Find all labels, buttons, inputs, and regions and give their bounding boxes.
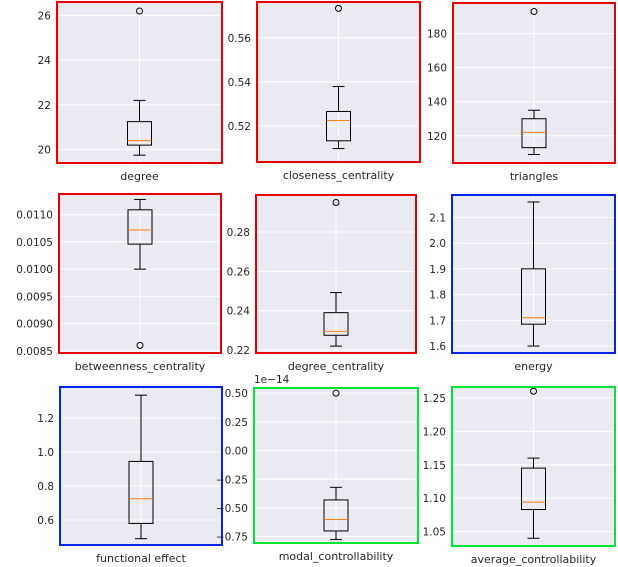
subplot-degree_centrality: 0.22 0.24 0.26 0.28 degree_centrality bbox=[227, 194, 417, 373]
x-axis-label: closeness_centrality bbox=[283, 169, 395, 182]
y-tick-label: 0.52 bbox=[228, 121, 251, 133]
x-axis-label: degree_centrality bbox=[288, 360, 385, 373]
subplot-frame bbox=[255, 194, 417, 354]
y-tick-label: 160 bbox=[427, 63, 447, 75]
outlier-point bbox=[332, 389, 340, 397]
subplot-frame bbox=[253, 387, 419, 544]
y-tick-label: 180 bbox=[427, 29, 447, 41]
y-tick-label: −0.50 bbox=[216, 503, 248, 515]
y-tick-label: 1.25 bbox=[423, 393, 446, 405]
y-tick-label: 0.00 bbox=[225, 446, 248, 458]
subplot-functional_effect: 0.6 0.8 1.0 1.2 functional effect bbox=[37, 386, 223, 565]
x-axis-label: average_controllability bbox=[471, 553, 597, 566]
subplot-betweenness_centrality: 0.0085 0.0090 0.0095 0.0100 0.0105 0.0110 betw… bbox=[16, 193, 222, 373]
y-tick-label: 0.28 bbox=[227, 227, 250, 239]
subplot-modal_controllability: −0.75 −0.50 −0.25 0.00 0.25 0.50 modal_control… bbox=[216, 374, 419, 563]
x-axis-label: triangles bbox=[510, 170, 558, 183]
y-tick-label: 0.0090 bbox=[16, 319, 53, 331]
subplot-frame bbox=[451, 386, 616, 547]
x-axis-label: betweenness_centrality bbox=[75, 360, 206, 373]
subplot-degree: 20 22 24 26 degree bbox=[38, 1, 223, 183]
y-tick-label: 120 bbox=[427, 131, 447, 143]
y-tick-label: 0.56 bbox=[228, 33, 252, 45]
subplot-frame bbox=[59, 386, 223, 546]
iqr-box bbox=[127, 121, 152, 146]
subplot-frame bbox=[56, 1, 223, 164]
y-tick-label: 1.10 bbox=[423, 493, 446, 505]
iqr-box bbox=[521, 118, 547, 149]
subplot-frame bbox=[451, 194, 616, 354]
x-axis-label: degree bbox=[120, 170, 159, 183]
subplot-triangles: 120 140 160 180 triangles bbox=[427, 2, 616, 183]
iqr-box bbox=[323, 312, 349, 336]
y-tick-label: 26 bbox=[38, 10, 52, 22]
y-tick-label: 140 bbox=[427, 97, 447, 109]
y-tick-label: 1.0 bbox=[37, 447, 54, 459]
x-axis-label: functional effect bbox=[96, 552, 186, 565]
iqr-box bbox=[326, 110, 351, 142]
outlier-point bbox=[136, 341, 144, 349]
subplot-frame bbox=[452, 2, 616, 164]
subplot-frame bbox=[58, 193, 222, 354]
y-tick-label: 22 bbox=[38, 100, 51, 112]
y-tick-label: 0.0095 bbox=[16, 291, 53, 303]
y-tick-label: 1.20 bbox=[423, 426, 446, 438]
y-tick-label: 0.22 bbox=[227, 345, 250, 357]
y-tick-label: 1.9 bbox=[429, 264, 446, 276]
subplot-closeness_centrality: 0.52 0.54 0.56 closeness_centrality bbox=[228, 1, 421, 182]
y-tick-label: 1.05 bbox=[423, 527, 446, 539]
y-tick-label: 0.8 bbox=[37, 481, 54, 493]
y-tick-label: 0.24 bbox=[227, 306, 251, 318]
y-tick-label: 0.0100 bbox=[16, 264, 53, 276]
y-tick-label: 1.8 bbox=[429, 290, 446, 302]
y-tick-label: 20 bbox=[38, 145, 51, 157]
axis-offset-label: 1e−14 bbox=[254, 374, 290, 386]
subplot-frame bbox=[256, 1, 421, 163]
outlier-point bbox=[136, 7, 143, 15]
y-tick-label: 0.54 bbox=[228, 77, 252, 89]
x-axis-label: energy bbox=[514, 360, 553, 373]
outlier-point bbox=[530, 8, 538, 16]
outlier-point bbox=[530, 387, 537, 395]
y-tick-label: 0.0110 bbox=[16, 210, 53, 222]
y-tick-label: 0.0085 bbox=[16, 346, 53, 358]
y-tick-label: 0.25 bbox=[225, 417, 248, 429]
y-tick-label: 1.6 bbox=[429, 341, 446, 353]
subplot-average_controllability: 1.05 1.10 1.15 1.20 1.25 average_controllabil… bbox=[423, 386, 616, 566]
iqr-box bbox=[128, 460, 154, 524]
y-tick-label: 0.26 bbox=[227, 266, 251, 278]
y-tick-label: 0.0105 bbox=[16, 237, 53, 249]
iqr-box bbox=[127, 209, 153, 245]
y-tick-label: 1.2 bbox=[37, 413, 54, 425]
y-tick-label: 2.1 bbox=[429, 212, 446, 224]
y-tick-label: 0.6 bbox=[37, 515, 54, 527]
y-tick-label: 0.50 bbox=[225, 388, 248, 400]
y-tick-label: −0.75 bbox=[216, 532, 248, 544]
iqr-box bbox=[521, 467, 546, 511]
y-tick-label: 24 bbox=[38, 55, 52, 67]
y-tick-label: 1.15 bbox=[423, 460, 446, 472]
outlier-point bbox=[332, 198, 340, 206]
iqr-box bbox=[521, 268, 546, 325]
outlier-point bbox=[335, 4, 342, 12]
x-axis-label: modal_controllability bbox=[279, 550, 394, 563]
y-tick-label: 2.0 bbox=[429, 238, 446, 250]
y-tick-label: −0.25 bbox=[216, 474, 248, 486]
subplot-energy: 1.6 1.7 1.8 1.9 2.0 2.1 energy bbox=[429, 194, 616, 373]
y-tick-label: 1.7 bbox=[429, 315, 446, 327]
iqr-box bbox=[323, 499, 349, 532]
